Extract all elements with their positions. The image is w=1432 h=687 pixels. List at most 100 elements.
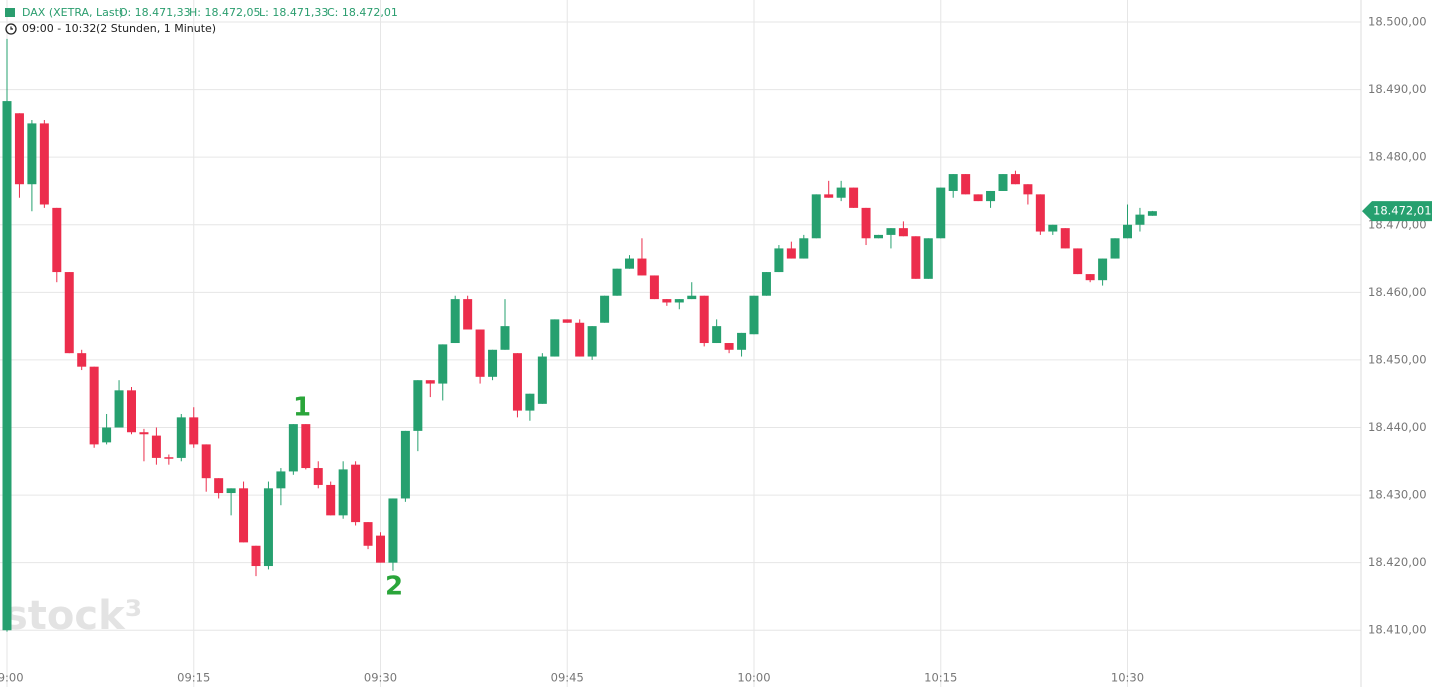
candle-body (27, 123, 37, 185)
x-tick-label: 09:15 (177, 671, 210, 685)
candle-body (786, 248, 796, 259)
candle-body (998, 174, 1008, 191)
y-tick-label: 18.450,00 (1368, 352, 1427, 366)
candle-body (151, 435, 161, 458)
candle-body (425, 380, 435, 384)
candle-body (189, 417, 199, 445)
candle-body (201, 444, 211, 479)
candle-body (376, 535, 385, 563)
candle-body (637, 258, 647, 276)
candle-body (1060, 228, 1070, 249)
candle-body (263, 488, 273, 567)
candle-body (313, 468, 323, 485)
candle-body (475, 329, 485, 377)
candle-body (824, 194, 834, 198)
grid (0, 0, 1361, 687)
candle-body (89, 366, 99, 445)
candle-body (276, 471, 286, 489)
candle-body (512, 353, 522, 411)
candle-body (836, 187, 846, 198)
candle-body (463, 299, 473, 330)
candle-body (811, 194, 821, 239)
y-tick-label: 18.410,00 (1368, 623, 1427, 637)
candle-body (388, 498, 398, 563)
candle-body (1048, 224, 1058, 232)
candle-body (799, 238, 809, 259)
candle-body (923, 238, 933, 279)
time-range: 09:00 - 10:32 (22, 22, 96, 35)
annotation: 1 (293, 393, 311, 423)
candle-body (64, 272, 74, 354)
annotation: 2 (385, 572, 403, 602)
candle-body (301, 424, 311, 469)
candle-body (749, 295, 759, 335)
y-tick-label: 18.480,00 (1368, 150, 1427, 164)
candle-body (948, 174, 958, 191)
symbol-icon (5, 8, 15, 17)
ohlc-high: H: 18.472,05 (189, 6, 260, 19)
y-tick-label: 18.440,00 (1368, 420, 1427, 434)
ohlc-close: C: 18.472,01 (327, 6, 398, 19)
candle-body (164, 457, 174, 459)
candle-body (102, 427, 112, 443)
candle-body (1123, 224, 1132, 239)
x-tick-label: 09:45 (551, 671, 584, 685)
candle-body (886, 228, 896, 235)
candle-body (537, 356, 547, 404)
candle-body (400, 430, 410, 499)
candle-body (761, 272, 771, 296)
candle-body (488, 349, 498, 377)
candle-body (575, 322, 585, 357)
watermark: stock³ (4, 593, 142, 639)
candle-body (600, 295, 610, 323)
candle-body (214, 478, 224, 494)
x-tick-label: 10:15 (924, 671, 957, 685)
ohlc-open: O: 18.471,33 (119, 6, 191, 19)
candle-body (911, 236, 921, 279)
candle-body (1023, 184, 1033, 195)
y-tick-label: 18.500,00 (1368, 15, 1427, 29)
candle-body (127, 390, 136, 433)
candle-body (139, 432, 149, 435)
candle-body (450, 299, 460, 344)
candle-body (525, 393, 535, 411)
clock-icon (5, 23, 17, 35)
candle-body (961, 174, 971, 195)
candle-body (251, 545, 261, 567)
candle-body (737, 332, 747, 350)
candle-body (39, 123, 49, 205)
candle-body (861, 207, 871, 239)
candle-body (176, 417, 186, 458)
ohlc-low: L: 18.471,33 (259, 6, 328, 19)
candle-body (724, 343, 734, 350)
candle-body (1073, 248, 1083, 275)
candle-body (649, 275, 659, 300)
x-tick-label: 09:00 (0, 671, 24, 685)
candle-body (625, 258, 634, 269)
y-tick-label: 18.430,00 (1368, 488, 1427, 502)
candle-body (712, 326, 722, 344)
y-tick-label: 18.420,00 (1368, 555, 1427, 569)
period: (2 Stunden, 1 Minute) (96, 22, 216, 35)
candle-body (77, 353, 87, 367)
candle-body (1110, 238, 1120, 259)
candle-body (774, 248, 784, 273)
candle-body (239, 488, 249, 543)
candle-body (363, 522, 373, 546)
candle-body (550, 319, 560, 357)
x-tick-label: 09:30 (364, 671, 397, 685)
candle-body (898, 228, 908, 237)
candle-body (326, 484, 336, 516)
y-tick-label: 18.490,00 (1368, 82, 1427, 96)
candle-body (1147, 211, 1157, 216)
candle-body (114, 390, 124, 428)
candle-body (612, 268, 622, 296)
candle-body (413, 380, 423, 431)
candle-body (2, 101, 12, 631)
candle-body (438, 344, 448, 384)
candle-body (14, 113, 24, 185)
candle-body (849, 187, 859, 208)
candle-body (674, 299, 684, 303)
candle-body (874, 234, 883, 239)
